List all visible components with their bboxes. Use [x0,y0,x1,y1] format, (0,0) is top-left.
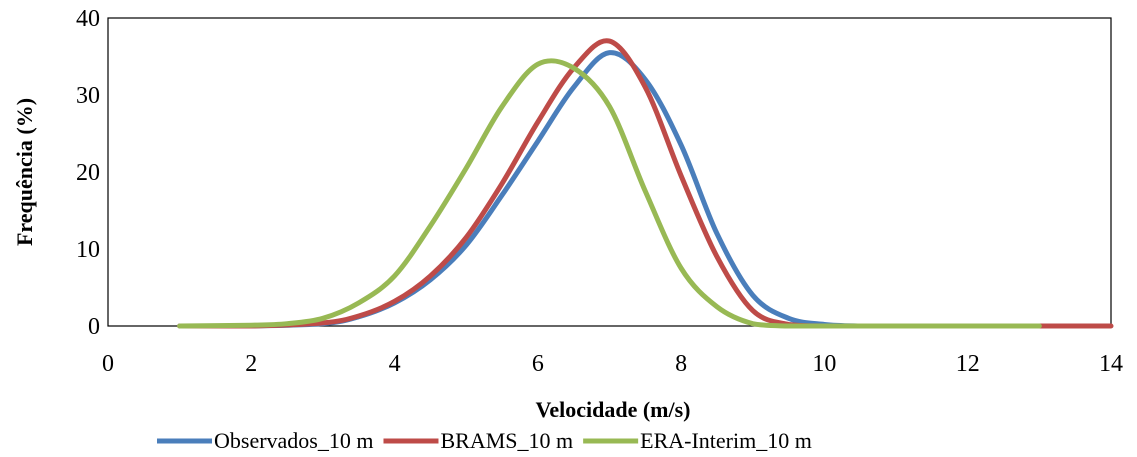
x-tick-label: 12 [956,351,980,377]
legend-label-1: Observados_10 m [214,428,373,453]
y-tick-label: 0 [88,314,100,340]
y-tick-label: 10 [76,237,100,263]
y-axis-ticks: 0 10 20 30 40 [76,6,100,340]
x-tick-label: 4 [389,351,401,377]
x-axis-ticks: 0 2 4 6 8 10 12 14 [102,351,1123,377]
series-line-3 [177,58,1042,329]
series-line-2 [177,38,1114,329]
plot-area-frame [107,17,1112,327]
y-tick-label: 40 [76,6,100,32]
x-tick-label: 2 [245,351,257,377]
series-lines [177,38,1114,329]
legend-label-3: ERA-Interim_10 m [640,428,812,453]
x-tick-label: 14 [1099,351,1123,377]
x-tick-label: 6 [532,351,544,377]
legend-label-2: BRAMS_10 m [440,428,573,453]
series-line-1 [177,50,1042,329]
y-tick-label: 20 [76,160,100,186]
legend: Observados_10 m BRAMS_10 m ERA-Interim_10 … [157,428,812,453]
x-tick-label: 8 [675,351,687,377]
x-tick-label: 10 [812,351,836,377]
x-tick-label: 0 [102,351,114,377]
y-tick-label: 30 [76,83,100,109]
x-axis-title: Velocidade (m/s) [535,397,690,422]
y-axis-title: Frequência (%) [12,98,37,246]
